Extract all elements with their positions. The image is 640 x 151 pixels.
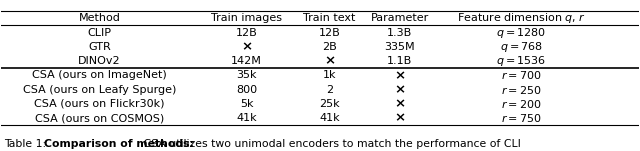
Text: $q = 1536$: $q = 1536$ [496,54,547,68]
Text: $\boldsymbol{\times}$: $\boldsymbol{\times}$ [324,55,335,68]
Text: 12B: 12B [236,27,257,38]
Text: $\boldsymbol{\times}$: $\boldsymbol{\times}$ [394,83,406,96]
Text: 2B: 2B [322,42,337,52]
Text: $\boldsymbol{\times}$: $\boldsymbol{\times}$ [394,69,406,82]
Text: $\boldsymbol{\times}$: $\boldsymbol{\times}$ [394,112,406,125]
Text: 1.1B: 1.1B [387,56,412,66]
Text: $\boldsymbol{\times}$: $\boldsymbol{\times}$ [241,40,252,53]
Text: 2: 2 [326,85,333,95]
Text: 41k: 41k [319,113,340,123]
Text: 142M: 142M [231,56,262,66]
Text: DINOv2: DINOv2 [78,56,121,66]
Text: 41k: 41k [236,113,257,123]
Text: 35k: 35k [236,70,257,80]
Text: 5k: 5k [240,99,253,109]
Text: CSA (ours on Flickr30k): CSA (ours on Flickr30k) [35,99,165,109]
Text: $q = 1280$: $q = 1280$ [496,26,547,40]
Text: $r = 200$: $r = 200$ [501,98,541,110]
Text: CLIP: CLIP [88,27,111,38]
Text: CSA (ours on Leafy Spurge): CSA (ours on Leafy Spurge) [23,85,177,95]
Text: Feature dimension $q$, $r$: Feature dimension $q$, $r$ [457,11,586,25]
Text: Table 1:: Table 1: [4,139,49,149]
Text: 12B: 12B [319,27,340,38]
Text: CSA (ours on COSMOS): CSA (ours on COSMOS) [35,113,164,123]
Text: $r = 700$: $r = 700$ [501,69,541,81]
Text: $\boldsymbol{\times}$: $\boldsymbol{\times}$ [394,97,406,110]
Text: CSA (ours on ImageNet): CSA (ours on ImageNet) [32,70,167,80]
Text: GTR: GTR [88,42,111,52]
Text: $r = 250$: $r = 250$ [501,84,541,96]
Text: Train text: Train text [303,13,356,23]
Text: Parameter: Parameter [371,13,429,23]
Text: 335M: 335M [385,42,415,52]
Text: Comparison of methods:: Comparison of methods: [44,139,193,149]
Text: $r = 750$: $r = 750$ [501,112,541,124]
Text: 1k: 1k [323,70,337,80]
Text: 25k: 25k [319,99,340,109]
Text: Method: Method [79,13,120,23]
Text: $q = 768$: $q = 768$ [500,40,543,54]
Text: 800: 800 [236,85,257,95]
Text: CSA utilizes two unimodal encoders to match the performance of CLI: CSA utilizes two unimodal encoders to ma… [141,139,522,149]
Text: Train images: Train images [211,13,282,23]
Text: 1.3B: 1.3B [387,27,412,38]
